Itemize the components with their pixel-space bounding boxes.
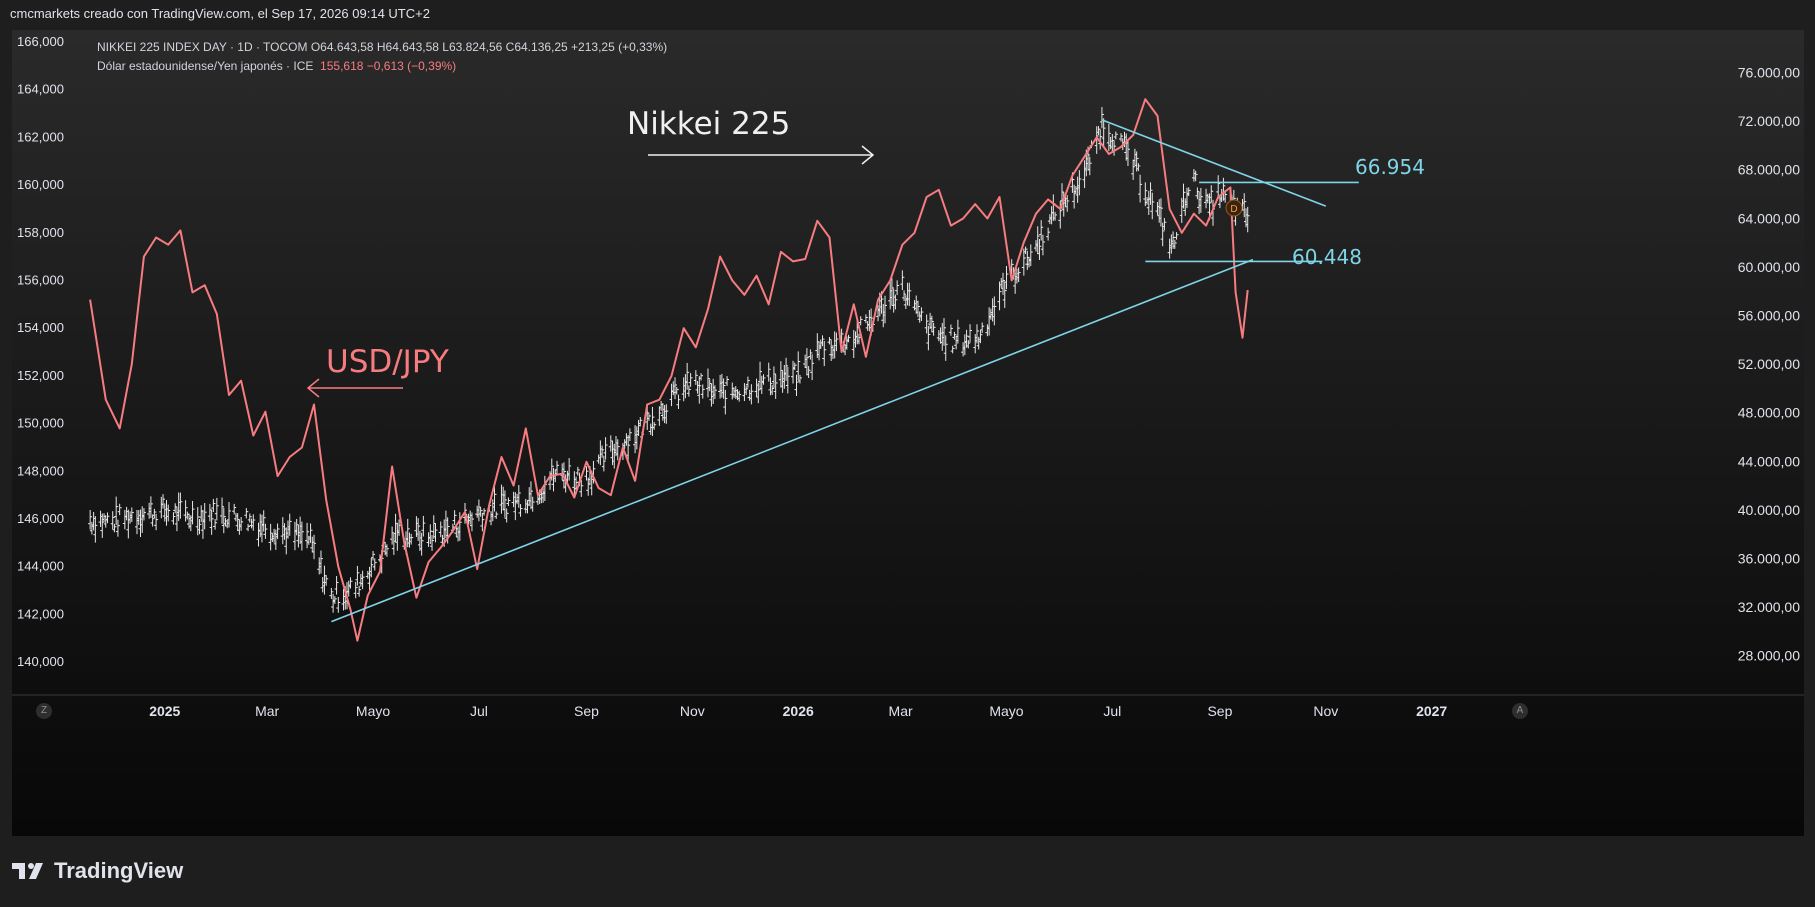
time-axis-tick: Mayo [356, 703, 390, 719]
right-price-axis: 76.000,00 72.000,00 68.000,00 64.000,00 60.0… [1738, 65, 1800, 664]
left-axis-tick: 158,000 [17, 225, 64, 240]
nikkei-bars [88, 107, 1250, 613]
tradingview-logo-icon [12, 861, 46, 881]
time-axis-tick: Nov [1313, 703, 1338, 719]
drawings [331, 119, 1359, 623]
time-axis-tick: 2025 [149, 703, 180, 719]
left-axis-tick: 166,000 [17, 34, 64, 49]
time-axis-tick: Nov [680, 703, 705, 719]
left-axis-tick: 154,000 [17, 320, 64, 335]
right-axis-tick: 72.000,00 [1738, 113, 1800, 129]
right-axis-tick: 76.000,00 [1738, 65, 1800, 81]
time-axis-tick: Mar [255, 703, 279, 719]
axis-badge-right[interactable]: A [1512, 703, 1528, 719]
nikkei-label: Nikkei 225 [627, 106, 790, 142]
left-price-axis: 166,000 164,000 162,000 160,000 158,000 156,0… [17, 34, 64, 669]
series-lines [89, 98, 1249, 642]
time-axis-tick: Sep [1207, 703, 1232, 719]
right-axis-tick: 44.000,00 [1738, 453, 1800, 469]
left-axis-tick: 164,000 [17, 82, 64, 97]
level-label-upper: 66.954 [1355, 155, 1425, 179]
left-axis-tick: 152,000 [17, 368, 64, 383]
nikkei-arrow-head [861, 145, 875, 165]
descending-trendline [1101, 119, 1327, 207]
brand-name: TradingView [54, 858, 184, 883]
right-axis-tick: 28.000,00 [1738, 648, 1800, 664]
left-axis-tick: 146,000 [17, 511, 64, 526]
right-axis-tick: 52.000,00 [1738, 356, 1800, 372]
right-axis-tick: 48.000,00 [1738, 405, 1800, 421]
left-axis-tick: 150,000 [17, 416, 64, 431]
left-axis-tick: 148,000 [17, 463, 64, 478]
left-axis-tick: 142,000 [17, 606, 64, 621]
left-axis-tick: 156,000 [17, 272, 64, 287]
legend-usdjpy-values: 155,618 −0,613 (−0,39%) [320, 59, 457, 73]
time-axis-tick: 2027 [1416, 703, 1447, 719]
legend-usdjpy-label: Dólar estadounidense/Yen japonés · ICE [97, 59, 314, 73]
ascending-trendline [331, 258, 1254, 623]
axis-badge-left[interactable]: Z [36, 703, 52, 719]
left-axis-tick: 160,000 [17, 177, 64, 192]
right-axis-tick: 40.000,00 [1738, 502, 1800, 518]
chart-panel[interactable]: 166,000 164,000 162,000 160,000 158,000 156,0… [12, 30, 1804, 836]
level-label-lower: 60.448 [1292, 245, 1362, 269]
time-axis-tick: Mayo [989, 703, 1023, 719]
right-axis-tick: 56.000,00 [1738, 307, 1800, 323]
legend-nikkei: NIKKEI 225 INDEX DAY · 1D · TOCOM O64.64… [97, 40, 668, 54]
left-axis-tick: 144,000 [17, 559, 64, 574]
right-axis-tick: 36.000,00 [1738, 550, 1800, 566]
legend-usdjpy: Dólar estadounidense/Yen japonés · ICE 1… [97, 57, 667, 76]
time-axis: 2025 Mar Mayo Jul Sep Nov 2026 Mar Mayo Jul Sep Nov… [12, 694, 1804, 719]
annotations: Nikkei 225 USD/JPY 66.954 60.448 D [306, 106, 1425, 398]
brand-footer: TradingView [12, 858, 183, 884]
usdjpy-arrow-head [306, 378, 320, 398]
right-axis-tick: 68.000,00 [1738, 162, 1800, 178]
dividend-marker[interactable] [1225, 199, 1243, 217]
usdjpy-label: USD/JPY [326, 344, 449, 380]
chart-legend: NIKKEI 225 INDEX DAY · 1D · TOCOM O64.64… [97, 38, 667, 76]
chart-attribution: cmcmarkets creado con TradingView.com, e… [10, 6, 430, 21]
time-axis-tick: 2026 [783, 703, 814, 719]
right-axis-tick: 32.000,00 [1738, 599, 1800, 615]
left-axis-tick: 162,000 [17, 129, 64, 144]
right-axis-tick: 64.000,00 [1738, 210, 1800, 226]
right-axis-tick: 60.000,00 [1738, 259, 1800, 275]
time-axis-tick: Jul [1103, 703, 1121, 719]
dividend-marker-label: D [1230, 204, 1237, 215]
time-axis-tick: Jul [470, 703, 488, 719]
price-chart[interactable]: 166,000 164,000 162,000 160,000 158,000 156,0… [12, 30, 1804, 836]
usdjpy-line [89, 98, 1249, 642]
time-axis-tick: Sep [574, 703, 599, 719]
left-axis-tick: 140,000 [17, 654, 64, 669]
time-axis-tick: Mar [889, 703, 913, 719]
